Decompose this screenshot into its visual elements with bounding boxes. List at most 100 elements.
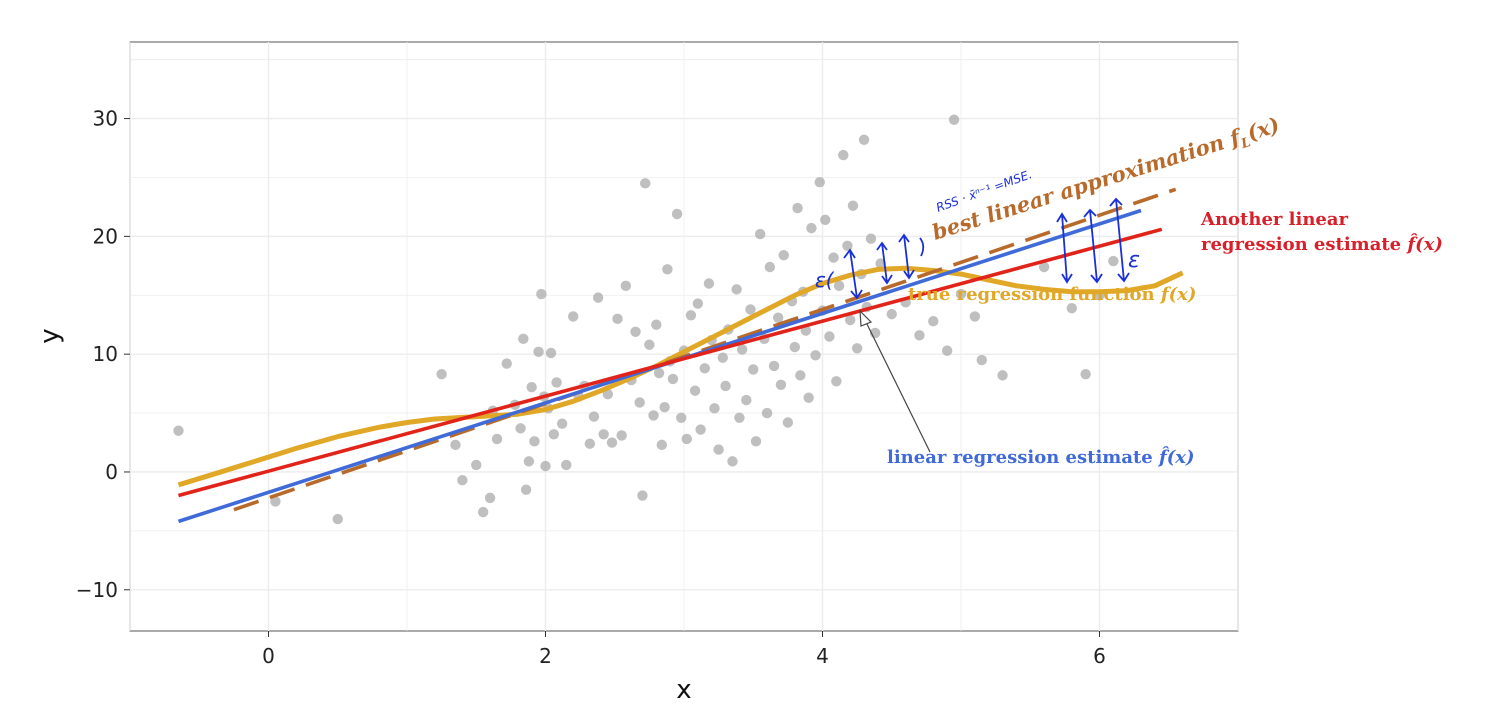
series-line-3 [178,227,1163,498]
residual-arrow-5 [1083,208,1103,284]
scatter-point [699,363,710,374]
scatter-point [584,438,596,449]
scatter-point [685,310,697,321]
scatter-point [845,314,856,326]
scatter-point [526,381,537,393]
scatter-point [556,418,568,429]
scatter-point [782,417,794,428]
scatter-point [551,377,562,388]
scatter-point [851,343,863,354]
scatter-point [671,208,683,220]
scatter-point [969,311,981,322]
scatter-point [948,114,960,125]
scatter-point [533,346,544,358]
scatter-point [1066,303,1078,314]
scatter-point [612,313,623,325]
series-lines [177,187,1184,524]
scatter-point [640,178,651,189]
scatter-point [824,331,835,342]
annotation-true-regression-math: f(x) [1159,284,1197,305]
scatter-point [814,176,825,188]
scatter-point [568,311,579,322]
scatter-point [548,429,560,440]
scatter-point [997,370,1008,381]
scatter-point [772,312,784,323]
scatter-point [616,430,627,441]
scatter-point [695,424,706,435]
scatter-point [750,436,762,447]
scatter-point [692,298,704,309]
annotation-linear-regression-estimate: linear regression estimate f̂(x) [887,446,1195,468]
residual-arrow-4 [1056,212,1073,284]
annotation-another-estimate-text: regression estimate [1201,234,1407,255]
axis-ticks: 0 2 4 6 −10 0 10 20 30 [76,107,1106,668]
scatter-point [457,475,468,486]
scatter-point [720,380,731,392]
scatter-point [831,376,842,387]
scatter-point [270,496,281,507]
scatter-point [865,233,877,244]
y-tick-label: −10 [76,578,118,602]
annotation-pointer-arrowhead [859,309,873,327]
scatter-point [598,429,609,440]
scatter-point [681,433,692,445]
scatter-point [941,345,953,356]
scatter-point [754,228,766,240]
residual-arrow-3 [898,233,915,280]
handwritten-residual-arrows [843,197,1130,300]
x-axis-title: x [676,675,691,705]
scatter-point [545,347,557,359]
annotation-another-estimate-math: f̂(x) [1405,233,1443,255]
residual-bracket [919,237,925,257]
scatter-point [820,214,831,226]
scatter-point [651,319,662,330]
scatter-point [838,149,849,161]
scatter-point [886,308,897,320]
scatter-point [847,200,859,211]
scatter-point [858,134,870,145]
scatter-point [727,456,738,467]
y-tick-label: 10 [93,342,118,366]
scatter-point [523,456,535,467]
scatter-point [761,407,773,419]
scatter-point [795,370,806,381]
scatter-point [748,364,759,375]
residual-arrow-2 [876,241,893,285]
scatter-point [592,292,604,303]
scatter-point [928,315,939,327]
annotation-best-linear-approx-sub: L [1239,135,1253,152]
scatter-point [736,344,748,355]
scatter-point [588,411,600,422]
y-tick-label: 20 [93,224,118,248]
series-line-0 [177,265,1184,488]
handwritten-epsilon-1: ε( [815,268,835,292]
scatter-point [656,439,668,451]
scatter-point [667,373,679,385]
scatter-point [450,439,461,451]
scatter-point [540,460,551,472]
x-tick-label: 0 [262,644,275,668]
scatter-point [731,284,742,295]
scatter-point [734,412,745,423]
scatter-point [833,280,845,292]
scatter-point [1038,261,1050,273]
scatter-point [806,222,817,234]
scatter-point [789,341,800,353]
scatter-point [955,288,967,300]
x-tick-label: 4 [816,644,829,668]
scatter-point [741,394,752,406]
scatter-point [561,459,572,471]
scatter-point [1108,255,1119,267]
scatter-point [775,379,787,390]
annotation-another-estimate-line1: Another linear [1200,209,1349,230]
annotation-pointer-line [863,317,931,453]
scatter-point [630,326,641,337]
scatter-point [477,506,489,518]
scatter-point [662,264,673,275]
scatter-point [792,202,803,214]
scatter-point [703,278,715,289]
scatter-point [602,389,614,400]
scatter-point [520,484,532,495]
scatter-point [803,392,814,403]
